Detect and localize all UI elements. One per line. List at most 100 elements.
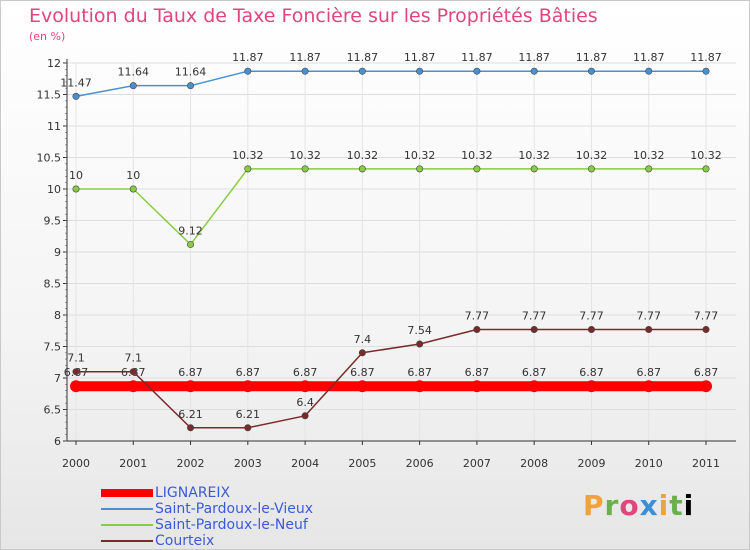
data-label: 6.87 [465,366,490,379]
logo-letter: t [669,489,684,522]
x-tick-label: 2005 [348,457,376,470]
data-point [528,380,541,393]
data-label: 6.87 [636,366,661,379]
data-point [642,380,655,393]
data-point [358,67,366,75]
data-point [72,368,80,376]
data-label: 11.87 [461,51,493,64]
x-tick-label: 2009 [577,457,605,470]
unit-label: (en %) [29,30,66,43]
x-tick-label: 2008 [520,457,548,470]
data-point [416,340,424,348]
data-label: 10 [126,169,140,182]
data-label: 6.4 [296,396,314,409]
y-tick-label: 11 [47,120,61,133]
legend-swatch-lignareix [101,489,153,497]
data-label: 10.32 [289,149,321,162]
data-label: 9.12 [178,224,203,237]
data-point [244,67,252,75]
x-tick-label: 2002 [177,457,205,470]
series-line [75,70,706,98]
y-tick-label: 7.5 [44,341,62,354]
legend-label: LIGNAREIX [155,485,231,501]
y-tick-label: 8 [54,309,61,322]
proxiti-logo: Proxiti [583,489,694,522]
data-label: 11.87 [633,51,665,64]
data-point [645,67,653,75]
data-point [301,412,309,420]
legend-item: Saint-Pardoux-le-Vieux [101,501,313,517]
data-point [587,67,595,75]
data-point [473,67,481,75]
y-tick-label: 9.5 [44,215,62,228]
x-tick-label: 2011 [692,457,720,470]
y-tick-label: 12 [47,57,61,70]
data-point [184,380,197,393]
legend-item: LIGNAREIX [101,485,313,501]
data-label: 10.32 [633,149,665,162]
data-point [187,82,195,90]
x-tick-label: 2003 [234,457,262,470]
data-label: 7.54 [407,324,432,337]
legend-label: Courteix [155,533,215,549]
y-tick-label: 8.5 [44,278,62,291]
y-tick-label: 7 [54,372,61,385]
data-label: 10.32 [232,149,264,162]
data-point [244,424,252,432]
legend-swatch-vieux [101,508,153,510]
data-point [241,380,254,393]
data-label: 10.32 [347,149,379,162]
data-label: 10.32 [576,149,608,162]
data-point [72,185,80,193]
data-point [299,380,312,393]
data-label: 7.77 [579,309,604,322]
data-point [413,380,426,393]
data-point [70,380,82,393]
logo-letter: i [683,489,695,522]
data-label: 7.77 [694,309,719,322]
data-label: 10.32 [690,149,722,162]
data-label: 11.47 [60,76,92,89]
data-point [129,368,137,376]
data-point [645,325,653,333]
data-label: 11.87 [289,51,321,64]
data-label: 7.1 [125,352,143,365]
data-point [700,380,712,393]
data-point [530,325,538,333]
legend-swatch-courteix [101,540,153,542]
data-point [244,165,252,173]
data-label: 6.87 [407,366,432,379]
data-label: 6.87 [350,366,375,379]
data-label: 11.64 [175,66,207,79]
logo-letter: o [619,489,640,522]
series-line [76,328,706,429]
x-tick-label: 2001 [119,457,147,470]
data-point [358,349,366,357]
data-label: 6.87 [178,366,203,379]
y-tick-label: 10.5 [37,152,62,165]
data-point [530,67,538,75]
y-tick-label: 11.5 [37,89,62,102]
data-label: 10.32 [518,149,550,162]
data-label: 11.87 [518,51,550,64]
data-point [129,185,137,193]
legend-swatch-neuf [101,524,153,526]
data-label: 7.1 [67,352,85,365]
data-label: 6.87 [236,366,261,379]
logo-letter: P [583,489,605,522]
data-label: 6.87 [522,366,547,379]
data-point [187,240,195,248]
data-point [587,325,595,333]
logo-letter: i [658,489,670,522]
data-label: 6.87 [293,366,318,379]
y-tick-label: 10 [47,183,61,196]
legend-item: Saint-Pardoux-le-Neuf [101,517,313,533]
data-label: 7.77 [465,309,490,322]
y-tick-label: 6 [54,435,61,448]
legend-item: Courteix [101,533,313,549]
data-label: 11.87 [576,51,608,64]
x-tick-label: 2007 [463,457,491,470]
data-point [702,67,710,75]
